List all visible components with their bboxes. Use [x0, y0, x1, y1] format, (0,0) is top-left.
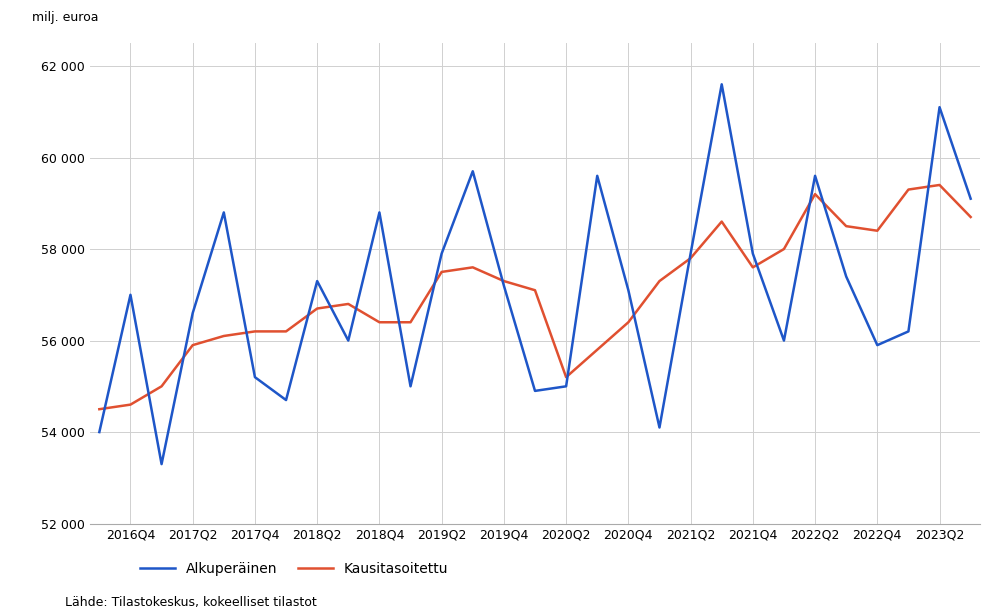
- Text: milj. euroa: milj. euroa: [32, 11, 99, 24]
- Alkuperäinen: [498, 282, 510, 290]
- Line: Alkuperäinen: Alkuperäinen: [99, 84, 971, 464]
- Kausitasoitettu: [778, 245, 790, 253]
- Kausitasoitettu: [280, 328, 292, 335]
- Alkuperäinen: [747, 250, 759, 257]
- Kausitasoitettu: [902, 186, 914, 193]
- Kausitasoitettu: [529, 286, 541, 294]
- Kausitasoitettu: [156, 383, 168, 390]
- Kausitasoitettu: [809, 190, 821, 198]
- Alkuperäinen: [902, 328, 914, 335]
- Kausitasoitettu: [249, 328, 261, 335]
- Alkuperäinen: [280, 396, 292, 403]
- Kausitasoitettu: [342, 300, 354, 307]
- Alkuperäinen: [591, 172, 603, 179]
- Kausitasoitettu: [124, 401, 136, 408]
- Alkuperäinen: [156, 460, 168, 468]
- Kausitasoitettu: [685, 254, 697, 262]
- Kausitasoitettu: [747, 264, 759, 271]
- Alkuperäinen: [467, 168, 479, 175]
- Kausitasoitettu: [498, 277, 510, 285]
- Alkuperäinen: [436, 250, 448, 257]
- Kausitasoitettu: [187, 341, 199, 349]
- Alkuperäinen: [405, 383, 417, 390]
- Line: Kausitasoitettu: Kausitasoitettu: [99, 185, 971, 409]
- Text: Lähde: Tilastokeskus, kokeelliset tilastot: Lähde: Tilastokeskus, kokeelliset tilast…: [65, 596, 317, 609]
- Kausitasoitettu: [436, 268, 448, 275]
- Alkuperäinen: [809, 172, 821, 179]
- Alkuperäinen: [560, 383, 572, 390]
- Legend: Alkuperäinen, Kausitasoitettu: Alkuperäinen, Kausitasoitettu: [134, 556, 454, 582]
- Alkuperäinen: [653, 424, 665, 431]
- Kausitasoitettu: [405, 318, 417, 326]
- Alkuperäinen: [373, 209, 385, 216]
- Kausitasoitettu: [467, 264, 479, 271]
- Kausitasoitettu: [716, 218, 728, 225]
- Alkuperäinen: [93, 428, 105, 436]
- Alkuperäinen: [249, 373, 261, 381]
- Kausitasoitettu: [218, 332, 230, 339]
- Kausitasoitettu: [965, 213, 977, 221]
- Alkuperäinen: [124, 291, 136, 299]
- Alkuperäinen: [934, 103, 946, 111]
- Kausitasoitettu: [560, 373, 572, 381]
- Alkuperäinen: [871, 341, 883, 349]
- Alkuperäinen: [187, 309, 199, 317]
- Alkuperäinen: [965, 195, 977, 203]
- Kausitasoitettu: [653, 277, 665, 285]
- Kausitasoitettu: [311, 305, 323, 312]
- Alkuperäinen: [622, 286, 634, 294]
- Kausitasoitettu: [373, 318, 385, 326]
- Alkuperäinen: [716, 81, 728, 88]
- Kausitasoitettu: [934, 181, 946, 188]
- Alkuperäinen: [840, 273, 852, 280]
- Kausitasoitettu: [622, 318, 634, 326]
- Alkuperäinen: [311, 277, 323, 285]
- Kausitasoitettu: [871, 227, 883, 235]
- Alkuperäinen: [529, 387, 541, 395]
- Kausitasoitettu: [93, 405, 105, 413]
- Kausitasoitettu: [840, 222, 852, 230]
- Alkuperäinen: [342, 337, 354, 344]
- Alkuperäinen: [218, 209, 230, 216]
- Kausitasoitettu: [591, 346, 603, 354]
- Alkuperäinen: [685, 250, 697, 257]
- Alkuperäinen: [778, 337, 790, 344]
